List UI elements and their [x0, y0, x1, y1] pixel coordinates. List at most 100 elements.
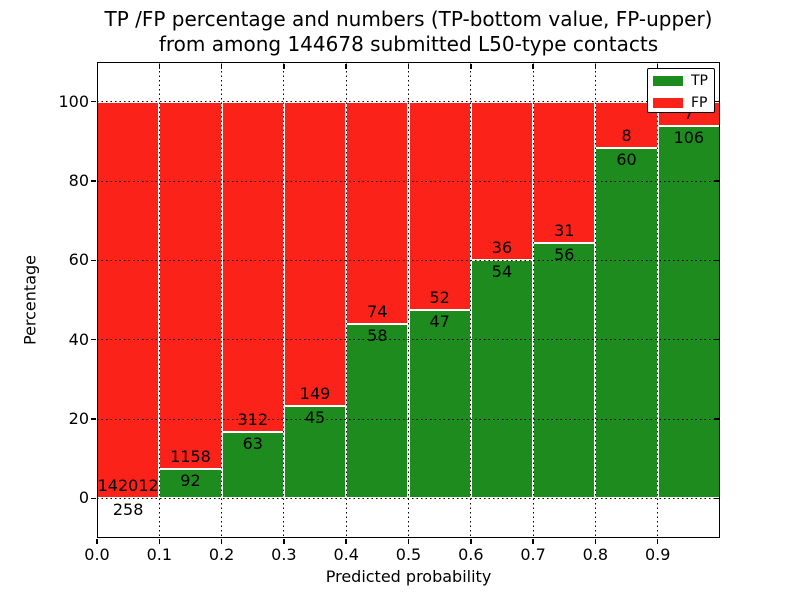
- bar-label-fp-0.5-0.6: 52: [429, 288, 450, 308]
- ytick-label-0: 0: [78, 488, 89, 508]
- xtick-label-0.4: 0.4: [333, 545, 359, 564]
- xtick-label-0.6: 0.6: [458, 545, 484, 564]
- gridline-y-100: [97, 101, 720, 103]
- gridline-y-60: [97, 259, 720, 261]
- tick-y-left-0: [90, 497, 96, 500]
- x-axis-label: Predicted probability: [325, 567, 492, 586]
- grid-layer: [97, 62, 720, 538]
- xtick-label-0.1: 0.1: [146, 545, 173, 564]
- xtick-label-0.7: 0.7: [520, 545, 546, 564]
- bar-tp-0.8-0.9: [595, 148, 658, 499]
- xtick-label-0.5: 0.5: [395, 545, 422, 564]
- bar-tp-0.4-0.5: [346, 324, 409, 499]
- xtick-label-0.0: 0.0: [84, 545, 110, 564]
- tick-x-top-0.7: [532, 63, 534, 69]
- tick-x-bottom-0.2: [220, 539, 223, 544]
- tick-y-left-40: [90, 338, 96, 341]
- bar-label-tp-0.7-0.8: 56: [554, 245, 575, 264]
- value-labels-layer: 142012 258 1158 92 312 63 149 45 74 58 52 47 36 54 31 5…: [97, 62, 720, 538]
- legend-swatch-tp: [653, 76, 683, 86]
- gridline-y-40: [97, 339, 720, 341]
- tick-x-bottom-0.8: [594, 539, 597, 544]
- bar-label-tp-0.3-0.4: 45: [304, 408, 326, 428]
- bar-label-tp-0.5-0.6: 47: [429, 312, 450, 332]
- gridline-x-0.9: [657, 62, 659, 538]
- tick-x-bottom-0.5: [407, 539, 410, 544]
- bar-fp-0.0-0.1: [97, 101, 160, 498]
- bar-label-fp-0.7-0.8: 31: [554, 221, 575, 241]
- bar-label-tp-0.0-0.1: 258: [112, 499, 144, 519]
- tick-x-bottom-0.9: [656, 539, 659, 544]
- gridline-x-0.4: [345, 62, 347, 538]
- y-axis-label: Percentage: [20, 254, 40, 346]
- tick-x-top-0.9: [656, 63, 659, 69]
- tick-x-bottom-0.7: [532, 539, 534, 544]
- tick-y-right-0: [713, 497, 719, 500]
- tick-x-top-0.3: [283, 63, 285, 69]
- ytick-label-40: 40: [68, 329, 89, 349]
- gridline-y-80: [97, 180, 720, 182]
- gridline-x-0.6: [470, 62, 472, 538]
- bar-tp-0.9-1.0: [657, 126, 720, 499]
- bar-label-tp-0.9-1.0: 106: [673, 128, 705, 148]
- ytick-label-20: 20: [68, 409, 89, 428]
- bar-fp-0.3-0.4: [283, 101, 347, 407]
- tick-y-right-80: [713, 180, 719, 182]
- bar-label-tp-0.8-0.9: 60: [616, 150, 637, 170]
- legend-label-fp: FP: [691, 95, 708, 111]
- chart-title-line2: from among 144678 submitted L50-type con…: [158, 32, 659, 56]
- bar-label-fp-0.0-0.1: 142012: [97, 475, 159, 495]
- gridline-x-0.5: [408, 62, 409, 538]
- tick-x-bottom-0.4: [345, 539, 347, 544]
- legend-entry-tp: TP: [653, 74, 714, 88]
- ytick-label-100: 100: [58, 91, 89, 111]
- bar-label-fp-0.3-0.4: 149: [299, 384, 331, 404]
- bar-fp-0.2-0.3: [221, 101, 284, 432]
- tick-x-top-0.6: [470, 63, 472, 69]
- gridline-x-0.2: [221, 62, 223, 538]
- ytick-label-60: 60: [68, 250, 89, 270]
- bar-fp-0.5-0.6: [408, 101, 471, 310]
- tick-y-right-40: [713, 338, 719, 341]
- tick-x-bottom-0.0: [96, 539, 98, 544]
- bar-tp-0.5-0.6: [408, 310, 471, 499]
- gridline-x-0.7: [532, 62, 534, 538]
- tick-y-right-100: [713, 100, 719, 103]
- bar-tp-0.6-0.7: [470, 260, 534, 499]
- bar-label-fp-0.4-0.5: 74: [367, 302, 388, 322]
- gridline-x-0.3: [283, 62, 285, 538]
- bar-label-tp-0.6-0.7: 54: [491, 262, 513, 282]
- legend: TP FP: [647, 68, 715, 113]
- bars-layer: [97, 62, 720, 538]
- tick-x-bottom-0.1: [158, 539, 161, 544]
- tick-y-left-80: [90, 180, 96, 182]
- tick-x-top-0.2: [220, 63, 223, 69]
- bar-fp-0.7-0.8: [533, 101, 596, 243]
- bar-label-fp-0.8-0.9: 8: [621, 126, 632, 146]
- bar-label-fp-0.1-0.2: 1158: [170, 447, 211, 467]
- bar-label-tp-0.4-0.5: 58: [367, 326, 388, 346]
- bar-label-fp-0.2-0.3: 312: [237, 409, 269, 429]
- xtick-label-0.9: 0.9: [644, 545, 671, 564]
- tick-x-bottom-0.6: [470, 539, 472, 544]
- xtick-label-0.3: 0.3: [271, 545, 297, 564]
- legend-entry-fp: FP: [653, 96, 714, 110]
- xtick-label-0.8: 0.8: [582, 545, 609, 564]
- gridline-y-20: [97, 418, 720, 420]
- bar-fp-0.1-0.2: [159, 101, 222, 470]
- legend-label-tp: TP: [691, 73, 708, 89]
- tick-x-top-0.8: [594, 63, 597, 69]
- bar-tp-0.7-0.8: [533, 243, 596, 499]
- bar-tp-0.3-0.4: [283, 406, 347, 499]
- plot-area: 142012 258 1158 92 312 63 149 45 74 58 52 47 36 54 31 5…: [21, 62, 720, 586]
- tick-y-right-60: [713, 259, 719, 262]
- bar-label-tp-0.2-0.3: 63: [242, 433, 263, 453]
- tick-x-top-0.5: [407, 63, 410, 69]
- tick-y-left-20: [90, 418, 96, 420]
- tick-y-left-60: [90, 259, 96, 262]
- tick-y-right-20: [713, 418, 719, 420]
- chart-title-line1: TP /FP percentage and numbers (TP-bottom…: [104, 7, 713, 31]
- bar-fp-0.4-0.5: [346, 101, 409, 325]
- tick-x-top-0.1: [158, 63, 161, 69]
